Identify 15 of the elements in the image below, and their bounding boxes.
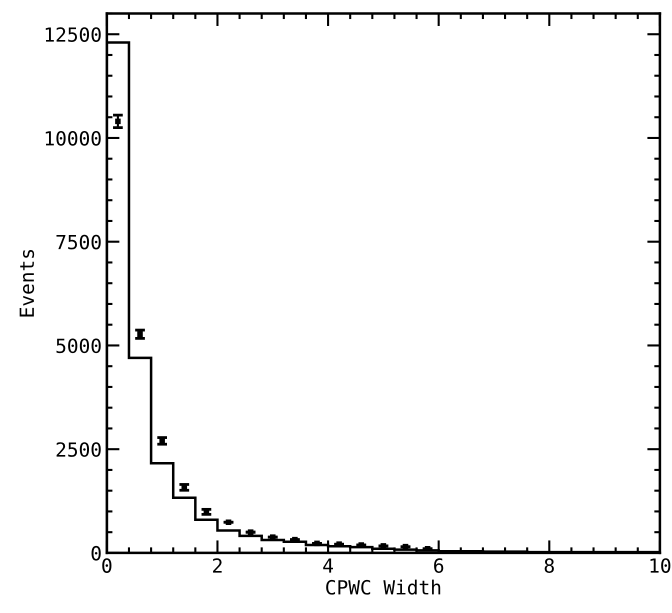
x-tick-label: 2 (213, 558, 222, 573)
point (115, 118, 121, 124)
y-axis-title: Events (20, 250, 34, 316)
y-tick-label: 0 (92, 546, 101, 561)
y-tick-label: 2500 (56, 442, 101, 457)
y-tick-label: 7500 (56, 234, 101, 250)
x-tick-label: 4 (323, 558, 333, 573)
x-tick-label: 8 (544, 558, 554, 573)
y-tick-label: 12500 (46, 27, 101, 42)
y-tick-label: 5000 (56, 338, 101, 354)
y-tick-label: 10000 (46, 130, 101, 146)
x-axis-title: CPWC Width (326, 580, 440, 595)
x-tick-label: 0 (102, 558, 112, 573)
x-tick-label: 10 (650, 558, 670, 573)
x-tick-label: 6 (434, 558, 444, 573)
